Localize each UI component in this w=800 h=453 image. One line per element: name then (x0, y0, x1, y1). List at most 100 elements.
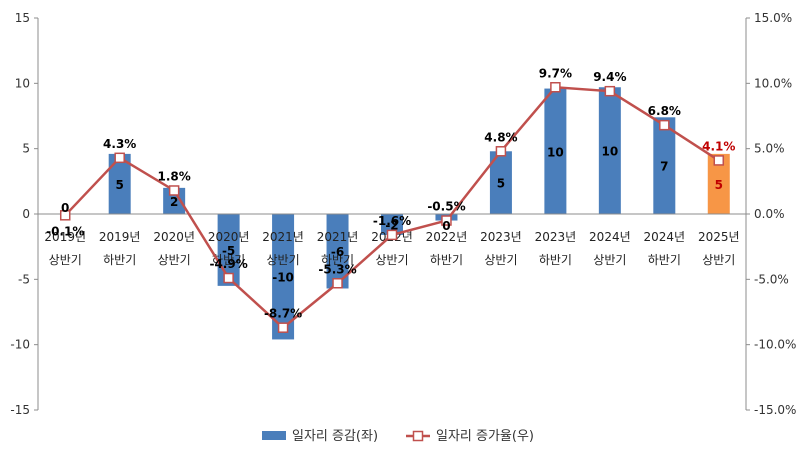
left-tick-label: 5 (22, 142, 30, 156)
rate-value-label: -4.9% (209, 257, 247, 271)
line-marker (441, 215, 452, 226)
category-year: 2024년 (644, 230, 686, 244)
legend-line-label: 일자리 증가율(우) (436, 429, 534, 444)
legend-bar-label: 일자리 증감(좌) (292, 429, 378, 444)
bar-value-label: 5 (116, 178, 124, 192)
bar-value-label: 5 (497, 177, 505, 191)
right-tick-label: -10.0% (754, 338, 796, 352)
right-tick-label: -5.0% (754, 272, 789, 286)
bar (163, 187, 186, 214)
category-year: 2020년 (208, 230, 250, 244)
rate-value-label: -8.7% (264, 307, 302, 321)
legend: 일자리 증감(좌) 일자리 증가율(우) (262, 429, 534, 444)
bar-value-label: 5 (715, 178, 723, 192)
line-marker (713, 155, 725, 166)
right-tick-label: 0.0% (754, 207, 785, 221)
line-data-labels: -0.1% 4.3% 1.8% -4.9% -8.7% -5.3% -1.6% -0.5% 4.… (46, 66, 735, 320)
bar (707, 153, 730, 214)
category-year: 2019년 (44, 230, 86, 244)
bar (544, 88, 567, 214)
bar-series (54, 87, 730, 340)
bar-value-label: 10 (601, 145, 618, 159)
category-label: 2022년 하반기 (426, 230, 468, 267)
line-marker (168, 185, 180, 196)
line-marker (332, 278, 343, 289)
category-label: 2021년 하반기 (317, 230, 359, 267)
legend-bar-swatch (262, 431, 286, 440)
line-marker (659, 119, 670, 131)
bar-value-label: -5 (222, 244, 235, 258)
bar-value-label: 0 (442, 219, 450, 233)
bar (108, 153, 131, 214)
category-year: 2021년 (262, 230, 304, 244)
category-half: 상반기 (593, 253, 626, 267)
rate-value-label: 4.1% (702, 139, 735, 153)
legend-line-marker (412, 430, 424, 442)
category-half: 상반기 (484, 253, 517, 267)
bar (598, 87, 621, 214)
rate-value-label: -0.5% (427, 200, 465, 214)
left-tick-label: 0 (22, 207, 30, 221)
category-year: 2025년 (698, 230, 740, 244)
bar-value-label: 10 (547, 145, 564, 159)
rate-value-label: -1.6% (373, 214, 411, 228)
bar-value-label: -10 (272, 271, 294, 285)
category-half: 상반기 (267, 253, 300, 267)
left-y-axis: -15 -10 -5 0 5 10 15 (10, 11, 39, 417)
right-y-axis: -15.0% -10.0% -5.0% 0.0% 5.0% 10.0% 15.0% (745, 11, 796, 417)
bar (381, 214, 403, 235)
right-tick-label: 15.0% (754, 11, 792, 25)
category-year: 2019년 (99, 230, 141, 244)
right-tick-label: 5.0% (754, 142, 785, 156)
bar-data-labels: 0 5 2 -5 -10 -6 -2 0 5 10 10 7 5 (61, 145, 723, 285)
line-marker (277, 322, 289, 333)
category-year: 2023년 (480, 230, 522, 244)
bar (653, 117, 676, 214)
bar (272, 214, 295, 340)
category-year: 2023년 (535, 230, 577, 244)
rate-value-label: 4.8% (484, 130, 517, 144)
bar-value-label: 0 (61, 201, 69, 215)
rate-value-label: -0.1% (46, 224, 84, 238)
rate-value-label: 9.7% (539, 66, 572, 80)
left-tick-label: -15 (10, 403, 30, 417)
line-marker (604, 85, 616, 97)
line-marker (550, 82, 561, 93)
left-tick-label: -5 (18, 272, 30, 286)
right-tick-label: -15.0% (754, 403, 796, 417)
bar-value-label: -2 (385, 218, 398, 232)
category-half: 하반기 (103, 253, 136, 267)
bar (326, 214, 349, 289)
category-half: 하반기 (539, 253, 572, 267)
category-year: 2020년 (153, 230, 195, 244)
line-series (59, 82, 725, 333)
bar-value-label: -6 (331, 245, 344, 259)
rate-value-label: 9.4% (593, 70, 626, 84)
category-year: 2022년 (426, 230, 468, 244)
rate-value-label: 6.8% (648, 104, 681, 118)
right-tick-label: 10.0% (754, 76, 792, 90)
category-half: 하반기 (321, 253, 354, 267)
line-marker (495, 146, 507, 157)
left-tick-label: -10 (10, 338, 30, 352)
bar-value-label: 7 (660, 160, 668, 174)
bar (489, 151, 512, 214)
category-label: 2020년 상반기 (153, 230, 195, 267)
category-half: 상반기 (702, 253, 735, 267)
category-half: 하반기 (648, 253, 681, 267)
left-tick-label: 15 (15, 11, 30, 25)
category-label: 2020년 하반기 (208, 230, 250, 267)
line-marker (223, 272, 234, 284)
category-label: 2024년 상반기 (589, 230, 631, 267)
rate-value-label: 4.3% (103, 137, 136, 151)
category-half: 상반기 (49, 253, 82, 267)
rate-value-label: 1.8% (158, 169, 191, 183)
